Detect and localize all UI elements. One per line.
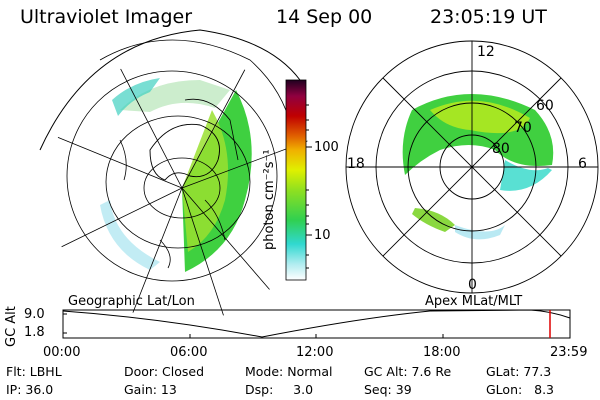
colorbar-ticks: [306, 104, 312, 269]
colorbar-unit-label: photon cm⁻²s⁻¹: [262, 149, 277, 250]
lat-label-60: 60: [536, 98, 554, 114]
info-glat: GLat: 77.3: [486, 364, 552, 379]
info-gc-alt: GC Alt: 7.6 Re: [364, 364, 452, 379]
coastlines: [119, 98, 239, 269]
x-tick-0600: 06:00: [170, 345, 208, 360]
aurora-faint-geo: [120, 80, 230, 112]
info-gain: Gain: 13: [124, 382, 177, 397]
lat-label-80: 80: [492, 141, 510, 157]
latitude-circles: [66, 70, 278, 282]
y-tick-9: 9.0: [24, 307, 45, 322]
aurora-faint-polar: [455, 225, 505, 240]
colorbar: [285, 79, 307, 281]
info-glon: GLon: 8.3: [486, 382, 555, 397]
timeline-axis-label: GC Alt: [4, 306, 19, 347]
info-seq: Seq: 39: [364, 382, 412, 397]
time-axis-ticks: [62, 313, 571, 338]
mlt-label-6: 6: [578, 156, 587, 172]
info-door: Door: Closed: [124, 364, 205, 379]
aurora-dayside-faint: [100, 200, 160, 270]
instrument-title: Ultraviolet Imager: [20, 6, 193, 28]
info-dsp: Dsp: 3.0: [245, 382, 314, 397]
time-label: 23:05:19 UT: [430, 6, 547, 28]
coastline-greenland: [149, 123, 220, 181]
earth-limb: [39, 29, 301, 151]
mlt-label-0: 0: [468, 277, 477, 293]
mlt-label-12: 12: [477, 44, 495, 60]
info-mode: Mode: Normal: [245, 364, 333, 379]
date-label: 14 Sep 00: [276, 6, 373, 28]
timeline-right-title: Apex MLat/MLT: [425, 294, 523, 309]
polar-diag-2: [382, 77, 562, 257]
altitude-plot-frame: [62, 309, 571, 339]
polar-plot: [345, 40, 599, 294]
timeline-left-title: Geographic Lat/Lon: [68, 294, 195, 309]
x-tick-2359: 23:59: [550, 345, 588, 360]
lat-label-70: 70: [514, 120, 532, 136]
x-tick-1200: 12:00: [296, 345, 334, 360]
info-flt: Flt: LBHL: [6, 364, 62, 379]
colorbar-tick-10: 10: [314, 228, 331, 243]
x-tick-1800: 18:00: [423, 345, 461, 360]
mlt-label-18: 18: [347, 156, 365, 172]
altitude-curve: [62, 309, 571, 338]
colorbar-tick-100: 100: [314, 140, 339, 155]
geographic-map: [39, 29, 311, 321]
aurora-cyan-polar: [500, 160, 552, 191]
y-tick-1-8: 1.8: [24, 325, 45, 340]
aurora-oval-bright: [430, 100, 530, 134]
x-tick-0000: 00:00: [43, 345, 81, 360]
aurora-patch-polar: [412, 208, 455, 232]
info-ip: IP: 36.0: [6, 382, 54, 397]
aurora-cyan-geo: [112, 78, 160, 116]
